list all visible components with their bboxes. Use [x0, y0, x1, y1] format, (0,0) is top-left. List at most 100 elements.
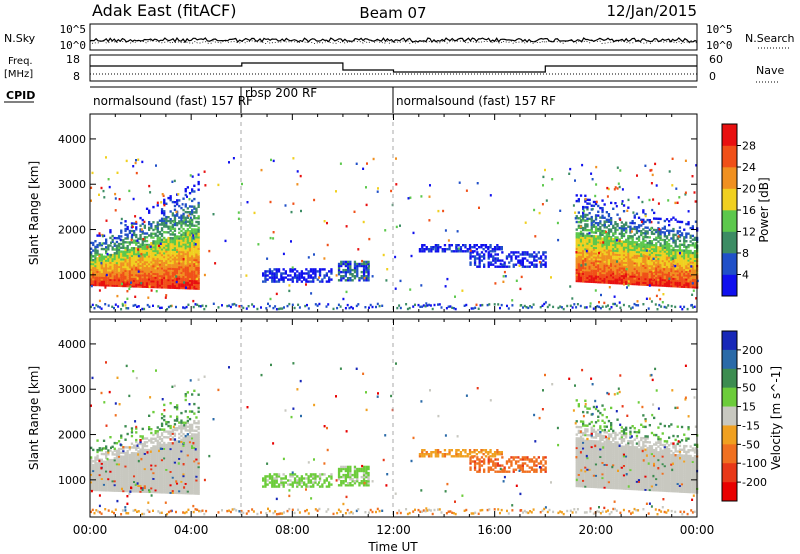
echo-cell [586, 267, 589, 270]
echo-cell [625, 231, 628, 234]
echo-cell [605, 264, 608, 267]
echo-cell [191, 275, 194, 279]
echo-cell [588, 234, 591, 238]
echo-cell [126, 250, 129, 254]
echo-cell [655, 259, 658, 262]
echo-cell [98, 276, 101, 279]
echo-cell [625, 238, 628, 242]
echo-cell [598, 301, 600, 304]
echo-cell [648, 259, 651, 262]
echo-cell [670, 252, 673, 255]
echo-cell [577, 211, 580, 214]
echo-cell [160, 219, 164, 222]
echo-cell [314, 272, 317, 275]
echo-cell [139, 262, 142, 265]
echo-cell [94, 272, 97, 275]
echo-cell [90, 465, 93, 469]
freq-label-1: Freq. [8, 56, 33, 67]
echo-cell [421, 248, 424, 251]
echo-cell [614, 281, 617, 285]
echo-cell [98, 270, 101, 273]
echo-cell [186, 245, 189, 248]
echo-cell [94, 276, 97, 279]
echo-cell [659, 272, 662, 276]
echo-cell [184, 237, 187, 240]
echo-cell [620, 270, 623, 274]
echo-cell [124, 489, 127, 493]
echo-cell [579, 215, 583, 218]
echo-cell [659, 250, 662, 253]
echo-cell [584, 247, 587, 251]
echo-cell [631, 220, 634, 223]
echo-cell [663, 250, 666, 253]
echo-cell [163, 221, 166, 224]
echo-cell [670, 262, 673, 265]
echo-cell [657, 276, 660, 279]
echo-cell [665, 248, 669, 251]
echo-cell [124, 486, 127, 489]
echo-cell [344, 268, 347, 272]
echo-cell [282, 272, 285, 275]
echo-cell [107, 481, 110, 484]
echo-cell [139, 463, 142, 467]
echo-cell [290, 210, 293, 214]
echo-cell [122, 463, 125, 466]
echo-cell [180, 206, 183, 210]
echo-cell [133, 258, 136, 261]
echo-cell [486, 303, 489, 307]
echo-cell [658, 303, 661, 307]
echo-cell [646, 251, 649, 254]
echo-cell [356, 270, 359, 274]
echo-cell [109, 468, 112, 471]
echo-cell [631, 252, 634, 255]
echo-cell [197, 255, 200, 258]
echo-cell [133, 256, 136, 259]
echo-cell [160, 269, 164, 272]
echo-cell [192, 305, 195, 309]
echo-cell [455, 244, 458, 247]
echo-cell [574, 211, 577, 214]
echo-cell [184, 231, 187, 235]
echo-cell [597, 227, 600, 231]
echo-cell [94, 278, 97, 281]
echo-cell [139, 266, 142, 269]
echo-cell [98, 193, 100, 196]
echo-cell [266, 257, 269, 260]
echo-cell [300, 209, 302, 213]
echo-cell [629, 225, 632, 228]
echo-cell [139, 484, 142, 488]
echo-cell [137, 486, 140, 489]
echo-cell [171, 212, 174, 215]
echo-cell [599, 267, 602, 271]
echo-cell [186, 233, 189, 237]
echo-cell [182, 212, 185, 216]
echo-cell [96, 485, 99, 488]
echo-cell [197, 258, 200, 262]
echo-cell [431, 307, 434, 311]
echo-cell [590, 271, 593, 274]
echo-cell [135, 285, 138, 288]
echo-cell [597, 235, 600, 238]
echo-cell [657, 246, 660, 249]
echo-cell [622, 250, 626, 253]
echo-cell [296, 270, 299, 273]
echo-cell [117, 478, 121, 481]
echo-cell [620, 229, 623, 232]
echo-cell [128, 231, 131, 235]
echo-cell [657, 202, 660, 205]
echo-cell [137, 256, 140, 260]
echo-cell [109, 255, 112, 259]
echo-cell [105, 451, 108, 454]
echo-cell [584, 278, 587, 281]
echo-cell [512, 253, 515, 256]
echo-cell [182, 283, 185, 286]
echo-cell [120, 235, 123, 238]
echo-cell [191, 249, 194, 252]
echo-cell [173, 252, 177, 255]
echo-cell [614, 253, 617, 256]
echo-cell [579, 304, 582, 308]
echo-cell [542, 251, 545, 254]
echo-cell [672, 260, 675, 263]
echo-cell [130, 463, 134, 466]
echo-cell [590, 246, 593, 249]
